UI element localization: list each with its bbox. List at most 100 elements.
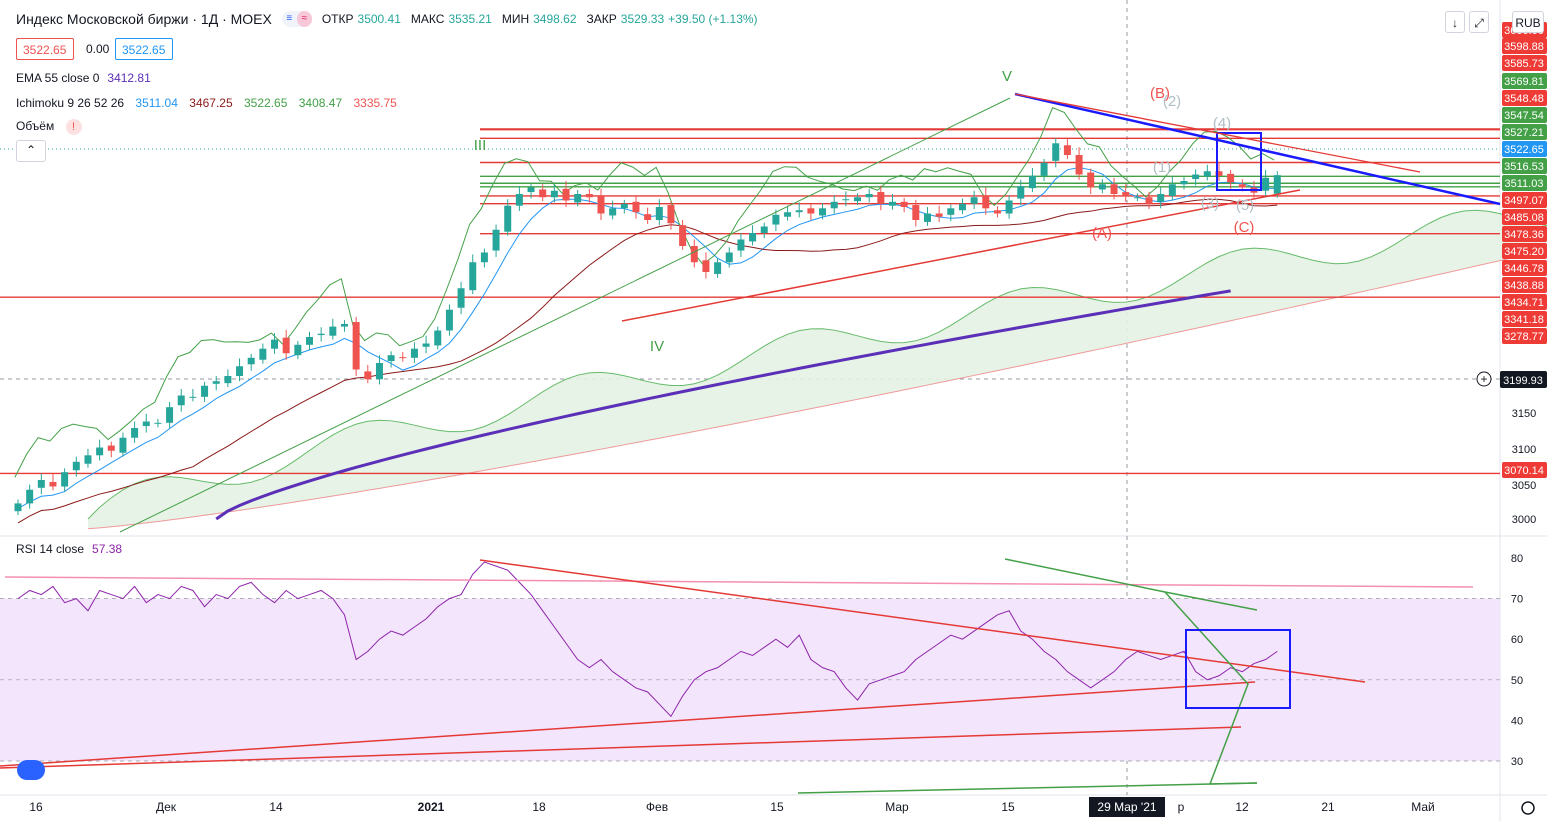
volume-legend[interactable]: Объём !: [16, 119, 90, 135]
rsi-tick: 60: [1511, 634, 1523, 646]
rsi-legend[interactable]: RSI 14 close 57.38: [16, 542, 130, 556]
candle-body: [784, 212, 792, 217]
support-trendline: [621, 189, 1301, 322]
ichimoku-legend[interactable]: Ichimoku 9 26 52 26 3511.04 3467.25 3522…: [16, 96, 405, 110]
candle-body: [259, 348, 267, 360]
candle-body: [760, 226, 768, 233]
candle-body: [84, 455, 92, 464]
sell-price[interactable]: 3522.65: [16, 38, 74, 60]
price-label: 3434.71: [1504, 297, 1544, 309]
candle-body: [819, 208, 827, 216]
candle: [212, 376, 220, 391]
candle: [1005, 195, 1013, 219]
wave-label: (1): [1153, 159, 1171, 176]
candle-body: [725, 252, 733, 263]
resistance-trendline: [1014, 93, 1421, 173]
price-tick: 3100: [1512, 444, 1536, 456]
candle-body: [49, 481, 57, 487]
candle: [655, 199, 663, 226]
candle-body: [166, 407, 174, 423]
time-tick: Мар: [885, 800, 909, 814]
volume-warning-icon[interactable]: !: [65, 119, 82, 135]
price-label: 3497.07: [1504, 195, 1544, 207]
symbol-title[interactable]: Индекс Московской биржи · 1Д · MOEX: [16, 11, 272, 27]
candle-body: [1273, 175, 1281, 194]
currency-button[interactable]: RUB: [1512, 11, 1544, 33]
compare-toggle[interactable]: ≡ ≈: [281, 11, 312, 27]
candle-body: [469, 262, 477, 291]
rsi-resistance-line: [479, 559, 1366, 683]
candle: [457, 281, 465, 315]
candle: [900, 197, 908, 213]
collapse-legend-button[interactable]: ⌃: [16, 140, 46, 162]
candle-body: [958, 203, 966, 211]
price-label-box: [1502, 277, 1547, 293]
price-label-box: [1502, 294, 1547, 310]
price-tick: 3050: [1512, 480, 1536, 492]
wave-label: (3): [1201, 195, 1219, 212]
expand-button[interactable]: ⤢: [1469, 11, 1489, 33]
candle: [982, 187, 990, 215]
price-label: 3485.08: [1504, 212, 1544, 224]
ichimoku-spanA-value: 3408.47: [298, 96, 343, 110]
wave-label: IV: [650, 338, 664, 355]
plus-icon-glyph: +: [1480, 372, 1487, 386]
price-label-box: [1502, 311, 1547, 327]
rsi-tick: 30: [1511, 756, 1523, 768]
candle-body: [410, 348, 418, 358]
rsi-pink-line: [4, 576, 1474, 588]
candle: [632, 196, 640, 219]
price-label-box: [1502, 158, 1547, 174]
wave-label: V: [1002, 68, 1012, 85]
candle-body: [667, 205, 675, 224]
candle: [667, 201, 675, 230]
candle: [970, 190, 978, 209]
highlight-box-price: [1216, 132, 1262, 191]
cursor-price-box: [1500, 371, 1547, 388]
candle-body: [597, 195, 605, 214]
candle: [236, 358, 244, 382]
price-label-box: [1502, 55, 1547, 71]
gear-icon: [1521, 801, 1535, 815]
candle-body: [620, 203, 628, 209]
candle-body: [830, 201, 838, 209]
candle: [725, 247, 733, 268]
price-label-box: [1502, 209, 1547, 225]
candle-body: [142, 421, 150, 427]
price-label: 3478.36: [1504, 229, 1544, 241]
candle-body: [329, 326, 337, 336]
tradingview-logo[interactable]: [17, 760, 45, 780]
candle: [247, 353, 255, 371]
candle: [1052, 138, 1060, 168]
candle: [1017, 179, 1025, 206]
rsi-tick: 80: [1511, 553, 1523, 565]
price-tick: 3000: [1512, 514, 1536, 526]
candle: [445, 304, 453, 336]
candle-body: [795, 210, 803, 213]
candle: [131, 421, 139, 443]
ema-legend[interactable]: EMA 55 close 0 3412.81: [16, 71, 159, 85]
candle: [61, 468, 69, 492]
scroll-down-button[interactable]: ↓: [1445, 11, 1465, 33]
candle-body: [1133, 197, 1141, 199]
candle: [889, 194, 896, 210]
buy-price[interactable]: 3522.65: [115, 38, 173, 60]
candle-body: [212, 381, 220, 384]
rsi-line: [17, 561, 1278, 718]
price-label: 3341.18: [1504, 314, 1544, 326]
candle: [550, 184, 558, 203]
price-label-box: [1502, 328, 1547, 344]
price-change: +39.50 (+1.13%): [668, 12, 758, 26]
ohlc-low-label: МИН: [501, 12, 530, 26]
senkou-span-a: [87, 209, 1547, 520]
candle-body: [900, 201, 908, 207]
candle: [958, 198, 966, 215]
candle-body: [912, 205, 920, 220]
candle: [912, 199, 920, 227]
candle-body: [131, 428, 139, 438]
candle-body: [515, 194, 523, 206]
candle-body: [306, 337, 313, 345]
candle-body: [96, 447, 104, 456]
candle-body: [504, 205, 512, 232]
